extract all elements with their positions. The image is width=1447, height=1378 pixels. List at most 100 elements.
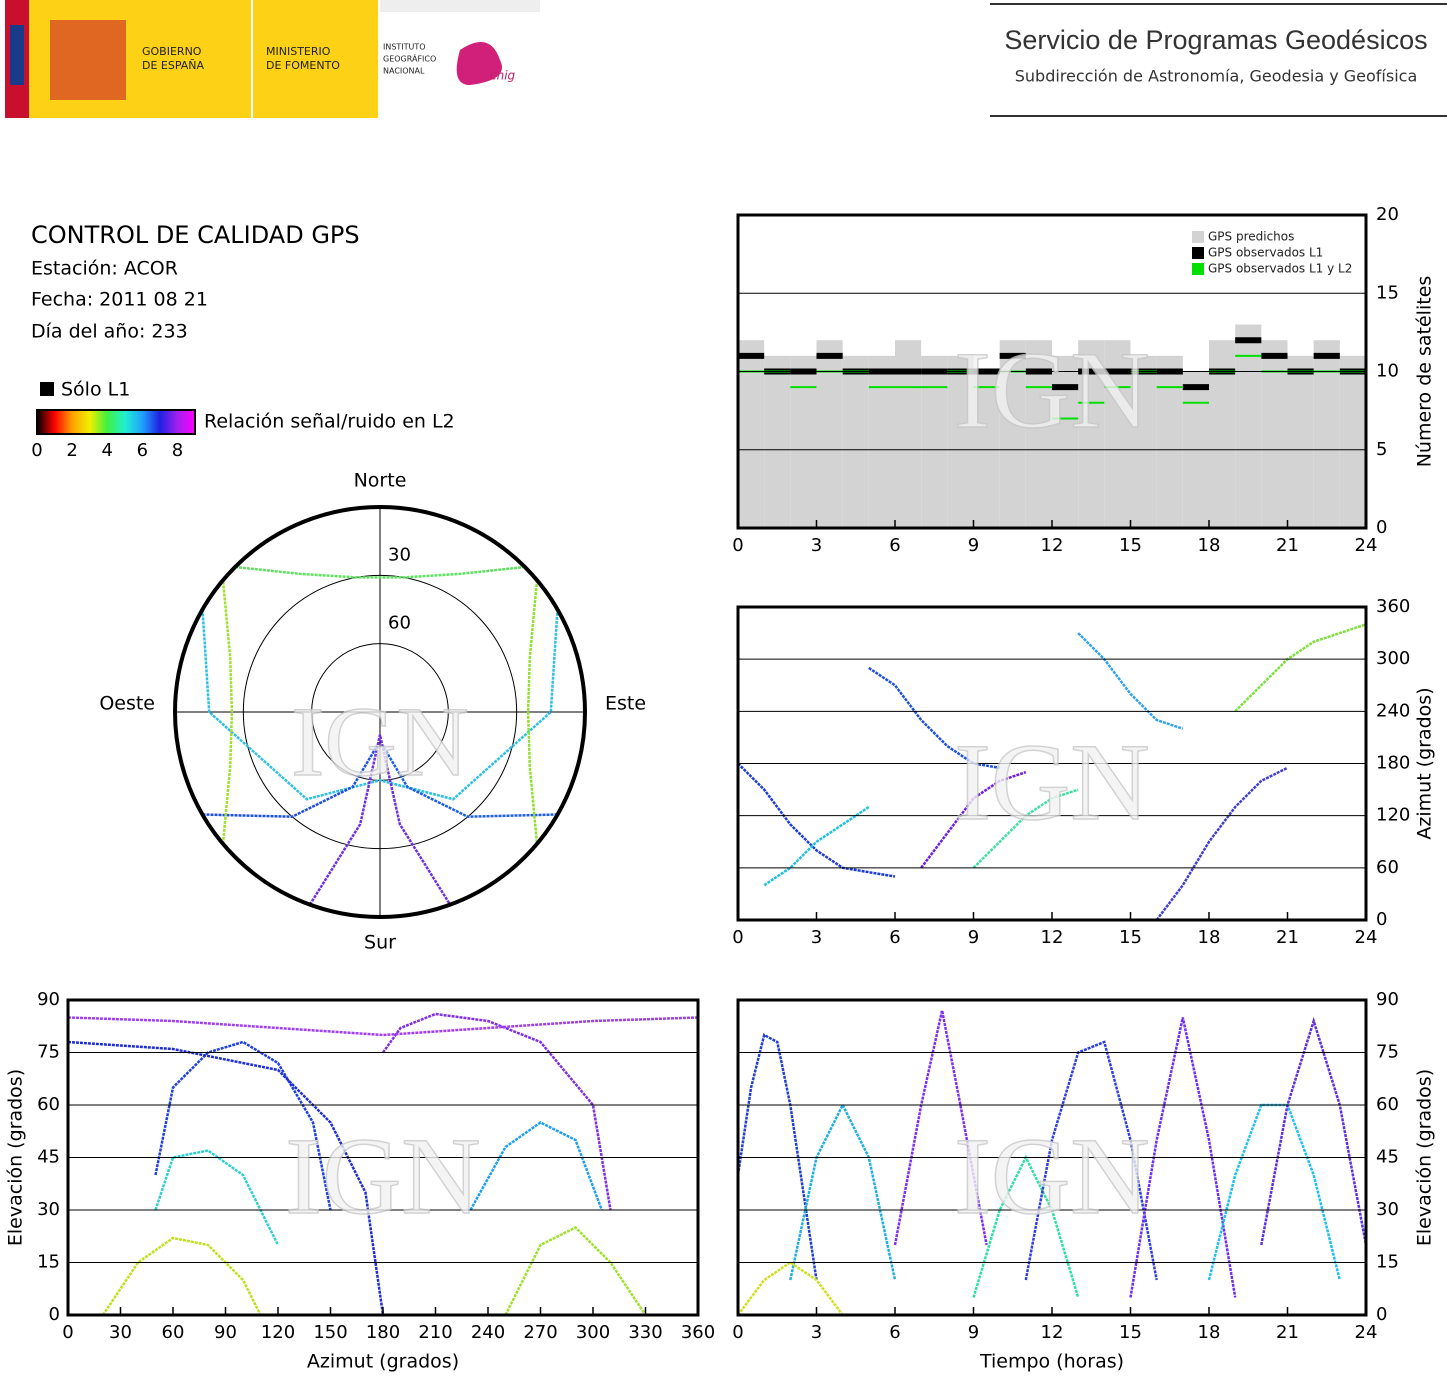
x-tick-label: 330 [628, 1322, 662, 1343]
y-tick-label: 240 [1376, 700, 1410, 721]
y-tick-label: 360 [1376, 596, 1410, 617]
colorbar-tick: 6 [137, 440, 148, 461]
colorbar-tick: 8 [172, 440, 183, 461]
predicted-bar [921, 355, 948, 528]
x-tick-label: 90 [214, 1322, 237, 1343]
colorbar-tick: 2 [66, 440, 77, 461]
predicted-bar [1130, 355, 1157, 528]
x-tick-label: 12 [1041, 927, 1064, 948]
y-tick-label: 120 [1376, 805, 1410, 826]
track [202, 745, 379, 818]
x-tick-label: 15 [1119, 1322, 1142, 1343]
x-tick-label: 9 [968, 535, 979, 556]
legend-swatch [1192, 247, 1204, 259]
institute-line: INSTITUTO [383, 43, 426, 52]
track [737, 762, 896, 878]
x-tick-label: 12 [1041, 535, 1064, 556]
legend-swatch [1192, 263, 1204, 275]
l1-label: Sólo L1 [61, 379, 130, 401]
institute-line: GEOGRÁFICO [383, 53, 436, 64]
direction-label: Oeste [99, 693, 155, 715]
gov-line: DE ESPAÑA [142, 59, 205, 72]
x-axis-label: Tiempo (horas) [979, 1351, 1124, 1373]
x-tick-label: 24 [1355, 927, 1378, 948]
track [1024, 1040, 1158, 1281]
x-tick-label: 18 [1198, 535, 1221, 556]
data-layer [67, 1012, 699, 1316]
track [893, 1010, 988, 1246]
predicted-bar [1235, 324, 1262, 528]
legend-swatch [1192, 231, 1204, 243]
track [221, 580, 234, 844]
colorbar-tick: 0 [31, 440, 42, 461]
x-tick-label: 9 [968, 927, 979, 948]
x-tick-label: 9 [968, 1322, 979, 1343]
predicted-bar [895, 340, 922, 528]
x-tick-label: 24 [1355, 1322, 1378, 1343]
track [234, 565, 526, 579]
report-title: CONTROL DE CALIDAD GPS [31, 221, 360, 249]
x-tick-label: 30 [109, 1322, 132, 1343]
y-axis-label: Elevación (grados) [5, 1069, 27, 1246]
predicted-bar [1287, 355, 1314, 528]
y-tick-label: 0 [1376, 909, 1387, 930]
x-tick-label: 0 [62, 1322, 73, 1343]
predicted-bar [842, 355, 869, 528]
y-tick-label: 300 [1376, 648, 1410, 669]
flag-stars [10, 25, 24, 85]
track [1234, 623, 1367, 713]
day-of-year: Día del año: 233 [31, 321, 188, 343]
track [736, 1033, 818, 1281]
y-tick-label: 60 [37, 1094, 60, 1115]
coat-of-arms [50, 20, 126, 100]
legend-label: GPS predichos [1208, 230, 1294, 244]
x-tick-label: 21 [1276, 927, 1299, 948]
x-tick-label: 270 [523, 1322, 557, 1343]
gov-text: GOBIERNO DE ESPAÑA MINISTERIO DE FOMENTO [142, 45, 340, 72]
gov-line: GOBIERNO [142, 45, 202, 58]
predicted-bar [816, 340, 843, 528]
cnig-logo [456, 42, 502, 85]
x-tick-label: 12 [1041, 1322, 1064, 1343]
y-tick-label: 0 [1376, 517, 1387, 538]
polar-ring-label: 30 [388, 544, 411, 565]
x-tick-label: 6 [889, 927, 900, 948]
y-tick-label: 60 [1376, 857, 1399, 878]
colorbar [36, 409, 196, 435]
y-tick-label: 10 [1376, 361, 1399, 382]
date: Fecha: 2011 08 21 [31, 289, 208, 311]
predicted-bar [1313, 340, 1340, 528]
x-tick-label: 120 [261, 1322, 295, 1343]
track [154, 1149, 280, 1246]
x-tick-label: 240 [471, 1322, 505, 1343]
x-tick-label: 21 [1276, 1322, 1299, 1343]
y-tick-label: 15 [1376, 1252, 1399, 1273]
y-tick-label: 0 [1376, 1304, 1387, 1325]
y-tick-label: 90 [1376, 989, 1399, 1010]
cnig-text: cnig [490, 69, 516, 83]
legend-label: GPS observados L1 y L2 [1208, 262, 1352, 276]
track [67, 1016, 699, 1037]
x-tick-label: 0 [732, 535, 743, 556]
chart: 0 60 120 180 240 300 360 0 3 6 9 12 15 18 21 24 Azimut (… [732, 596, 1435, 948]
x-tick-label: 15 [1119, 927, 1142, 948]
y-tick-label: 45 [37, 1147, 60, 1168]
polar-ring [242, 574, 518, 850]
predicted-bar [764, 355, 791, 528]
plot-frame [736, 605, 1368, 922]
track [763, 805, 870, 887]
track [736, 1260, 844, 1316]
station: Estación: ACOR [31, 258, 178, 280]
x-tick-label: 6 [889, 535, 900, 556]
y-tick-label: 0 [49, 1304, 60, 1325]
y-tick-label: 45 [1376, 1147, 1399, 1168]
institute-line: NACIONAL [383, 67, 425, 76]
y-tick-label: 180 [1376, 753, 1410, 774]
y-tick-label: 15 [37, 1252, 60, 1273]
track [101, 1236, 262, 1316]
track [1155, 766, 1289, 921]
x-tick-label: 6 [889, 1322, 900, 1343]
predicted-bar [1209, 340, 1236, 528]
track [469, 1121, 603, 1211]
legend-label: GPS observados L1 [1208, 246, 1323, 260]
